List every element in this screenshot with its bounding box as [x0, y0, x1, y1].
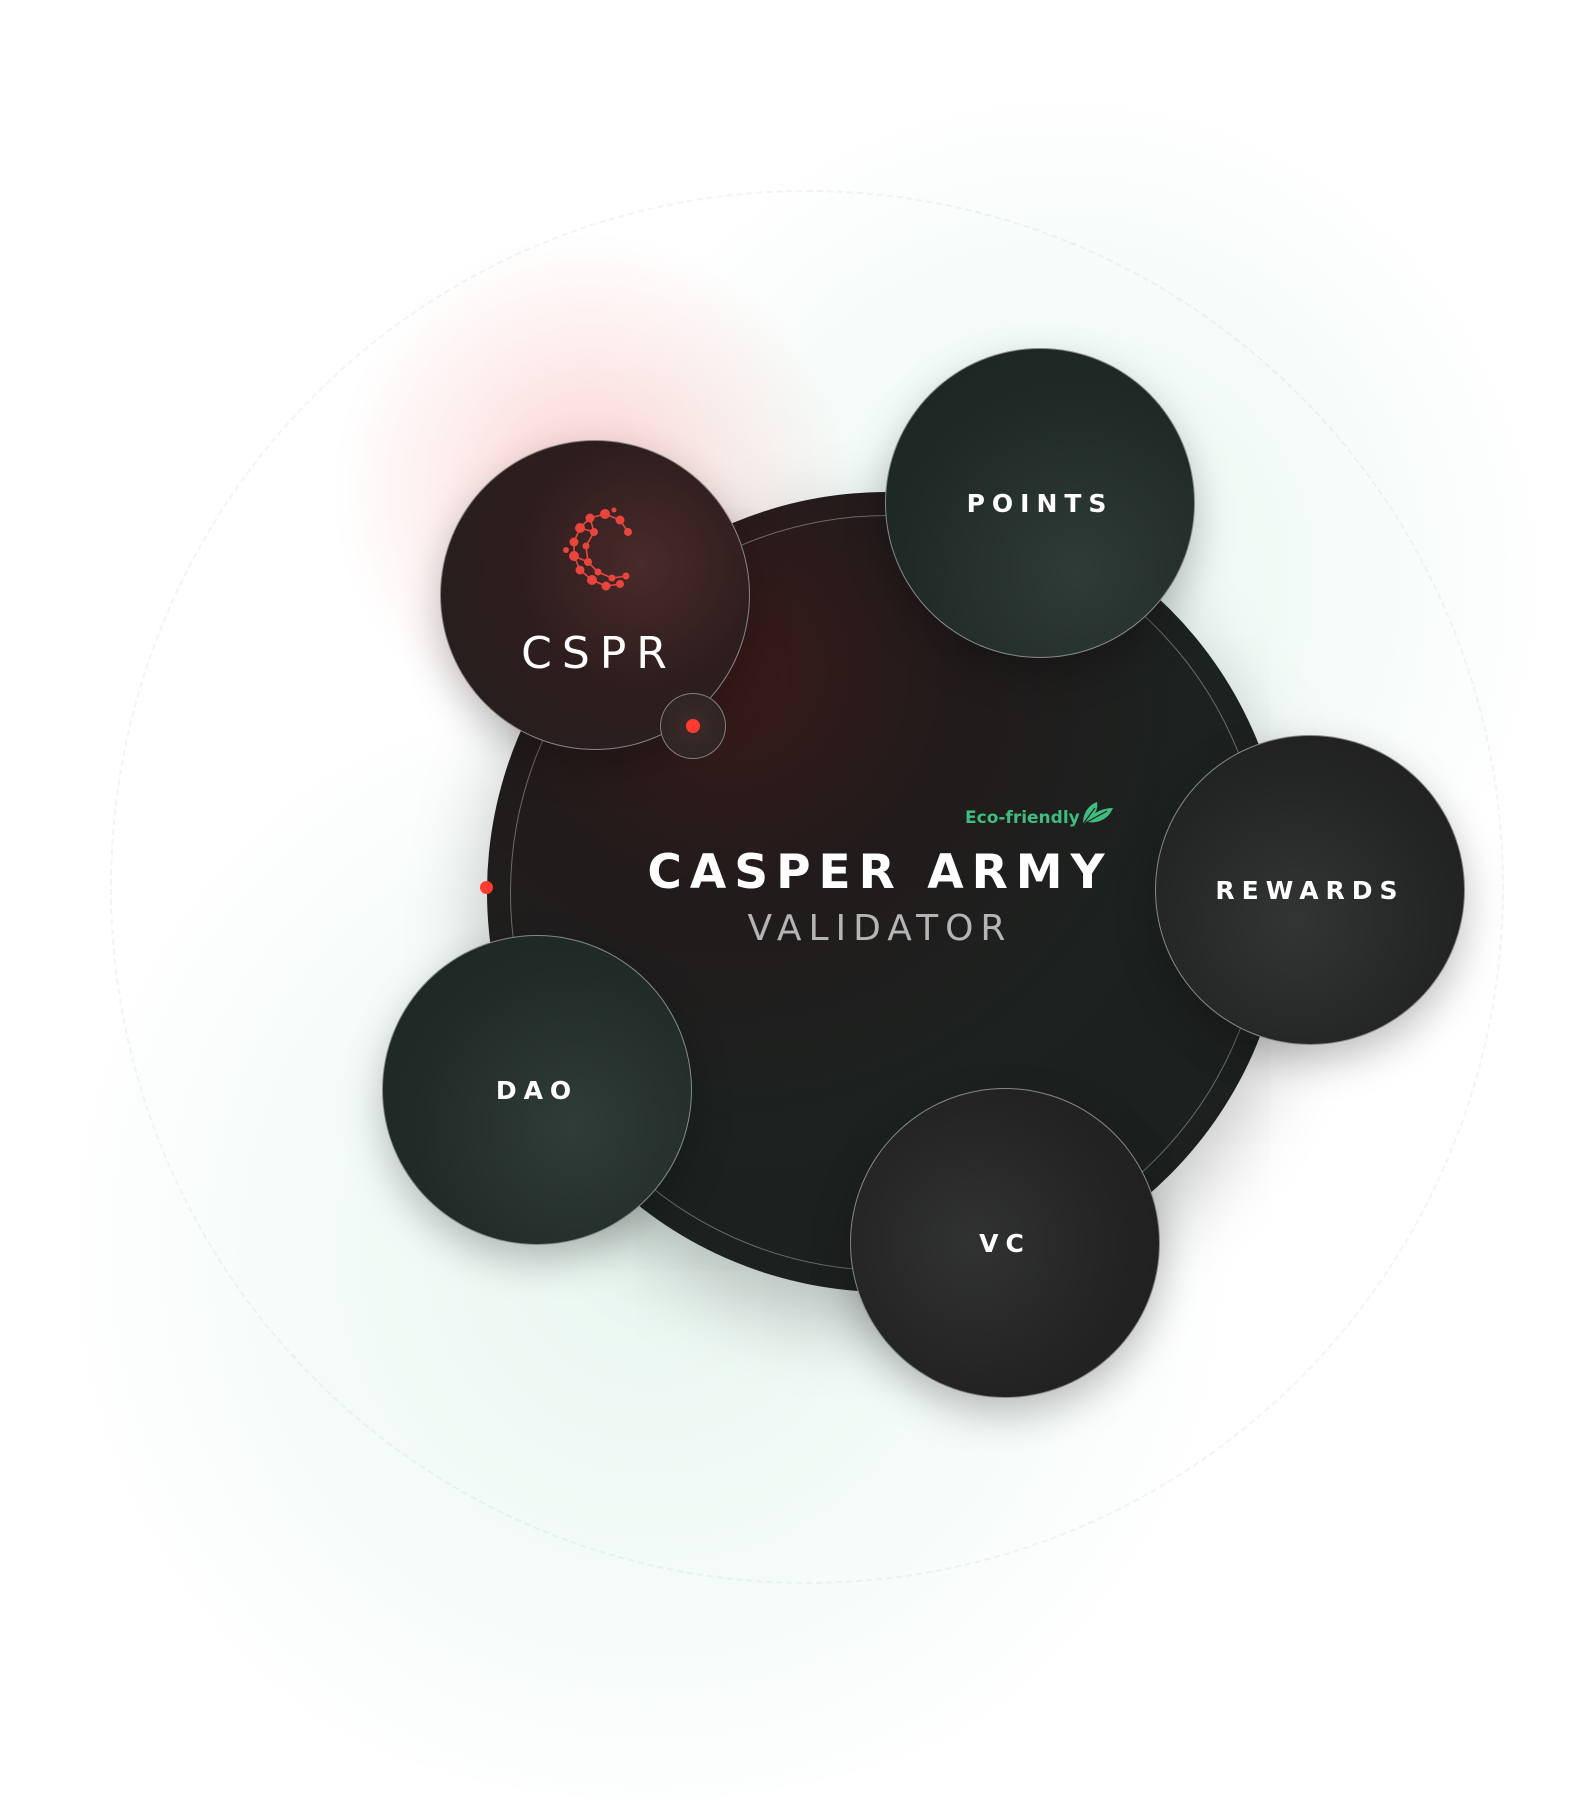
dao-label: DAO	[495, 1075, 579, 1105]
rewards-node[interactable]: REWARDS	[1155, 735, 1465, 1045]
eco-friendly-badge: Eco-friendly	[965, 808, 1080, 828]
orbit-marker-dot	[480, 881, 493, 894]
connector-node	[660, 693, 726, 759]
vc-label: VC	[979, 1228, 1031, 1258]
cspr-label: CSPR	[521, 627, 677, 679]
points-node[interactable]: POINTS	[885, 348, 1195, 658]
vc-node[interactable]: VC	[850, 1088, 1160, 1398]
orbit-ring	[110, 190, 1504, 1584]
hub-subtitle: VALIDATOR	[747, 908, 1013, 949]
hub-title: CASPER ARMY	[647, 845, 1113, 900]
points-label: POINTS	[966, 488, 1114, 518]
rewards-label: REWARDS	[1215, 875, 1405, 905]
casper-network-logo-icon	[563, 507, 632, 590]
connector-dot	[686, 719, 700, 733]
dao-node[interactable]: DAO	[382, 935, 692, 1245]
leaf-icon	[1082, 802, 1113, 825]
